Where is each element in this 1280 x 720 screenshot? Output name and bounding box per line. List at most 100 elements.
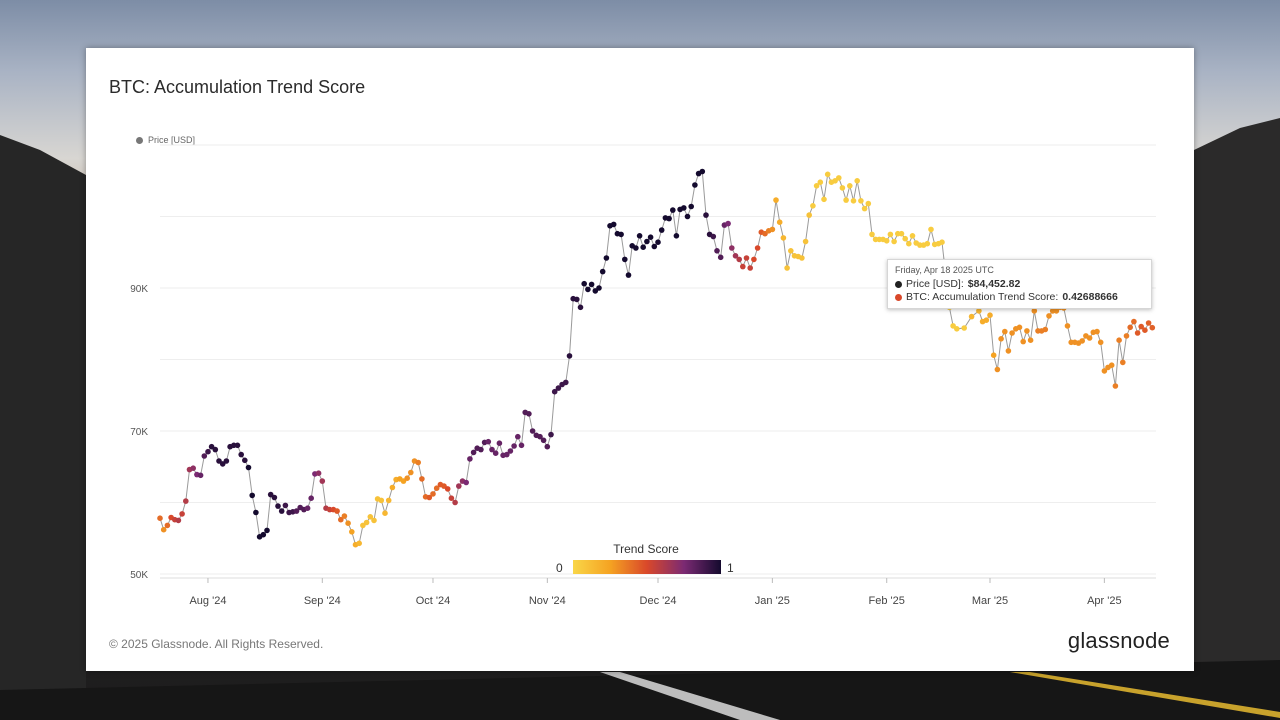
legend-price[interactable]: Price [USD] xyxy=(136,135,195,145)
price-point xyxy=(633,245,639,251)
price-point xyxy=(190,465,196,472)
price-chart[interactable]: 50K 70K 90K Aug '24 Sep '24 Oct '24 Nov '24 De… xyxy=(86,48,1194,608)
price-point xyxy=(673,233,680,239)
price-point xyxy=(618,231,624,238)
price-point xyxy=(861,205,868,212)
y-tick-label: 90K xyxy=(130,284,148,295)
price-point xyxy=(389,484,396,491)
price-point xyxy=(581,280,587,287)
y-tick-label: 70K xyxy=(130,427,148,438)
price-point xyxy=(603,255,610,261)
price-point xyxy=(334,508,340,514)
price-point xyxy=(610,221,617,228)
price-point xyxy=(799,255,805,261)
price-point xyxy=(847,183,853,189)
price-point xyxy=(776,219,783,225)
chart-tooltip: Friday, Apr 18 2025 UTC Price [USD]: $84… xyxy=(887,259,1152,309)
price-point xyxy=(939,239,945,245)
price-point xyxy=(865,200,872,207)
price-point xyxy=(636,233,643,239)
price-point xyxy=(282,502,289,509)
price-point xyxy=(1016,324,1023,331)
legend-price-label: Price [USD] xyxy=(148,135,196,145)
price-point xyxy=(548,431,554,438)
price-point xyxy=(537,433,543,440)
price-point xyxy=(1108,362,1115,369)
price-point xyxy=(699,168,706,175)
price-point xyxy=(1131,318,1137,325)
price-point xyxy=(551,388,558,395)
glassnode-logo[interactable]: glassnode xyxy=(1067,628,1170,653)
tooltip-score-dot xyxy=(895,294,902,301)
price-point xyxy=(1020,338,1026,345)
price-point xyxy=(850,198,857,204)
price-point xyxy=(341,513,348,519)
price-point xyxy=(773,197,779,203)
price-point xyxy=(529,428,536,434)
price-point xyxy=(858,198,864,204)
price-point xyxy=(1027,337,1034,344)
price-point xyxy=(179,511,185,517)
price-point xyxy=(371,517,377,524)
price-point xyxy=(544,443,551,450)
price-point xyxy=(404,475,411,482)
price-point xyxy=(338,516,344,523)
price-point xyxy=(175,517,182,524)
price-point xyxy=(684,213,691,220)
price-point xyxy=(1005,348,1012,354)
price-point xyxy=(854,178,860,184)
price-point xyxy=(898,230,905,237)
price-point xyxy=(670,207,676,213)
price-point xyxy=(869,231,875,238)
price-point xyxy=(526,411,532,417)
price-point xyxy=(356,540,363,547)
price-point xyxy=(415,459,422,466)
price-point xyxy=(732,253,739,259)
price-point xyxy=(666,215,672,222)
price-point xyxy=(160,526,167,533)
price-point xyxy=(448,495,455,502)
chart-title: BTC: Accumulation Trend Score xyxy=(109,77,366,97)
price-point xyxy=(902,235,908,242)
price-point xyxy=(308,495,314,502)
price-point xyxy=(577,304,584,311)
price-point xyxy=(245,464,252,471)
price-point xyxy=(625,272,632,278)
price-point xyxy=(253,509,259,516)
price-point xyxy=(824,171,831,178)
price-point xyxy=(1142,327,1148,334)
price-point xyxy=(784,265,790,271)
price-point xyxy=(271,494,278,501)
x-axis-ticks: Aug '24 Sep '24 Oct '24 Nov '24 Dec '24 Jan '… xyxy=(189,578,1122,607)
price-point xyxy=(588,281,595,288)
price-point xyxy=(906,240,912,247)
price-point xyxy=(1145,320,1152,326)
price-point xyxy=(647,234,654,240)
price-point xyxy=(430,491,436,497)
tooltip-score-label: BTC: Accumulation Trend Score: xyxy=(906,291,1059,303)
price-point xyxy=(703,212,709,218)
price-point xyxy=(891,238,897,245)
price-point xyxy=(751,256,757,263)
price-point xyxy=(976,308,982,314)
price-point xyxy=(1127,324,1133,331)
price-point xyxy=(585,286,591,293)
price-point xyxy=(563,379,569,386)
price-point xyxy=(887,231,894,238)
price-point xyxy=(408,469,414,476)
trend-score-gradient xyxy=(573,560,721,574)
price-point xyxy=(467,456,473,462)
price-point xyxy=(909,233,916,239)
price-point xyxy=(754,245,761,251)
trend-score-title: Trend Score xyxy=(613,542,679,556)
tooltip-date: Friday, Apr 18 2025 UTC xyxy=(895,265,994,275)
price-point xyxy=(485,438,492,445)
tooltip-score-value: 0.42688666 xyxy=(1062,291,1118,303)
price-point xyxy=(644,238,650,245)
price-point xyxy=(385,497,392,504)
price-point xyxy=(596,285,602,291)
x-tick-label: Aug '24 xyxy=(189,595,226,607)
price-point xyxy=(806,212,812,218)
price-point xyxy=(1138,323,1144,330)
